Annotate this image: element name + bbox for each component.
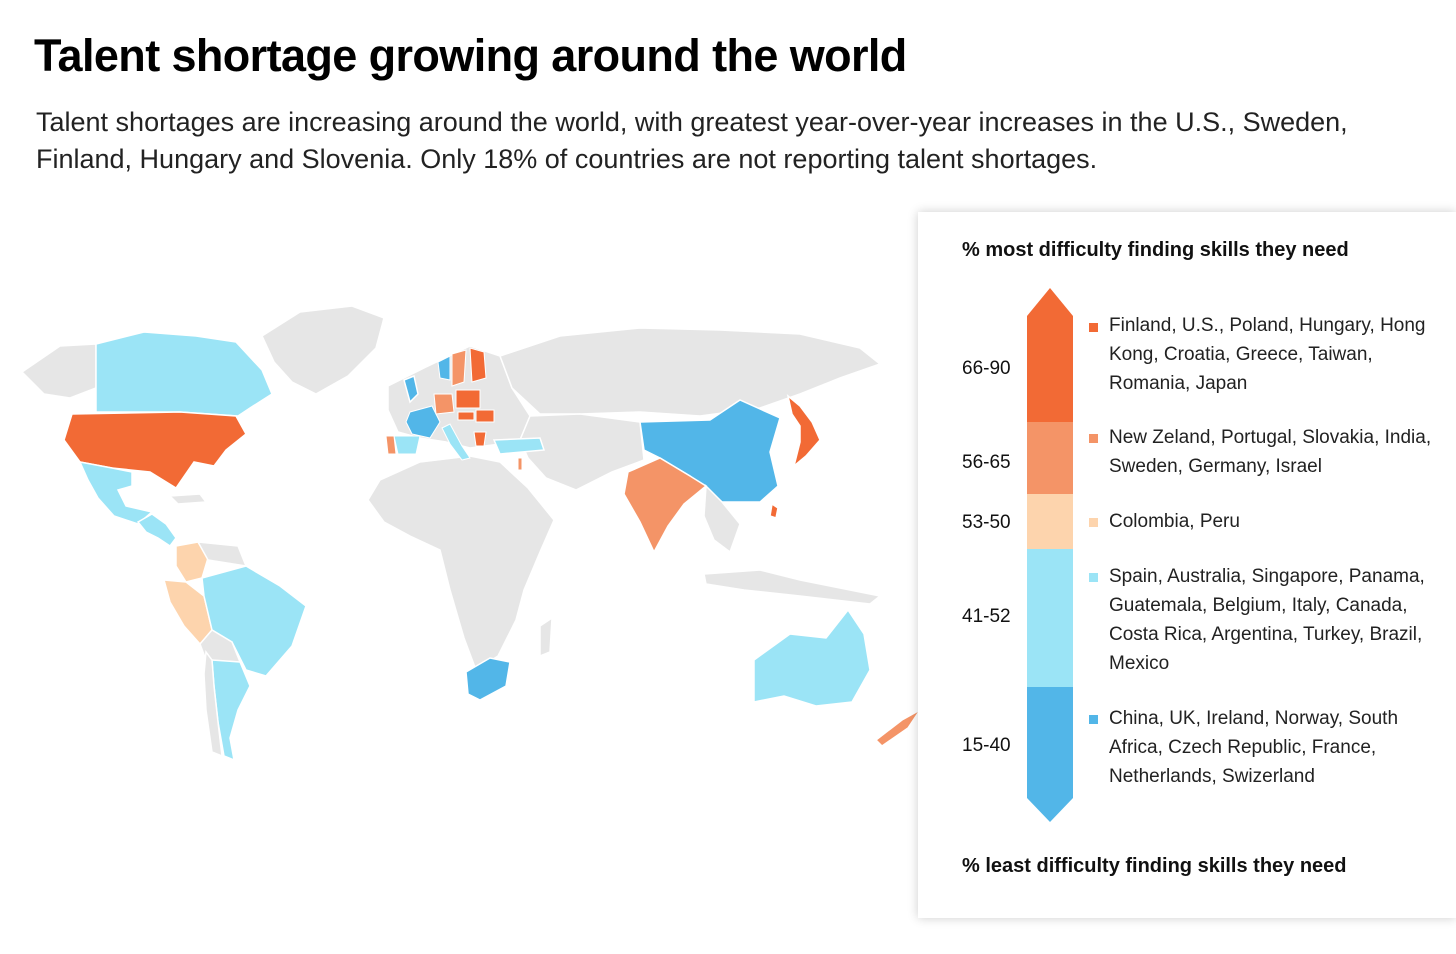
country-greenland <box>261 305 385 395</box>
country-finland <box>469 347 487 383</box>
country-france <box>405 405 441 439</box>
country-new-zealand <box>874 709 921 747</box>
legend-bullet-15-40 <box>1089 715 1098 724</box>
country-spain <box>393 435 421 455</box>
region-indonesia <box>703 569 882 605</box>
legend-segment-15-40 <box>1027 687 1073 822</box>
country-greece <box>473 431 487 447</box>
legend-bullet-66-90 <box>1089 323 1098 332</box>
legend-bottom-label: % least difficulty finding skills they n… <box>962 855 1347 877</box>
legend-segment-53-50 <box>1027 494 1073 549</box>
country-portugal <box>385 435 397 455</box>
country-italy <box>441 423 471 461</box>
region-russia <box>499 327 882 417</box>
country-australia <box>753 608 871 707</box>
legend-range-66-90: 66-90 <box>962 358 1011 379</box>
country-chile <box>203 649 223 758</box>
country-sweden <box>451 349 467 387</box>
country-india <box>623 457 708 554</box>
country-germany <box>433 393 455 415</box>
region-central-america <box>136 513 177 548</box>
world-map <box>20 305 921 762</box>
country-south-africa <box>465 657 511 701</box>
legend-panel: % most difficulty finding skills they ne… <box>918 212 1456 918</box>
country-hungary <box>457 411 475 421</box>
chart-subtitle: Talent shortages are increasing around t… <box>36 107 1348 174</box>
country-israel <box>517 457 523 471</box>
country-alaska <box>20 343 97 399</box>
legend-top-label: % most difficulty finding skills they ne… <box>962 239 1349 261</box>
legend-segment-41-52 <box>1027 549 1073 687</box>
country-madagascar <box>539 616 553 658</box>
country-canada <box>95 331 273 417</box>
region-southeast-asia <box>703 484 741 554</box>
country-japan <box>786 394 821 469</box>
chart-title: Talent shortage growing around the world <box>34 30 907 81</box>
legend-countries-53-50: Colombia, Peru <box>1109 511 1240 532</box>
legend-range-53-50: 53-50 <box>962 512 1011 533</box>
country-romania <box>475 409 495 423</box>
country-mexico <box>78 460 154 525</box>
legend-segment-56-65 <box>1027 422 1073 494</box>
legend-countries-41-52: Spain, Australia, Singapore, Panama, Gua… <box>1109 566 1425 674</box>
legend-range-41-52: 41-52 <box>962 606 1011 627</box>
country-uk <box>403 374 419 404</box>
legend-range-56-65: 56-65 <box>962 452 1011 473</box>
legend-countries-56-65: New Zeland, Portugal, Slovakia, India, S… <box>1109 427 1432 477</box>
region-africa <box>367 455 555 672</box>
legend-bullet-41-52 <box>1089 573 1098 582</box>
country-norway <box>437 355 451 381</box>
region-caribbean <box>168 493 208 505</box>
legend-countries-15-40: China, UK, Ireland, Norway, South Africa… <box>1109 708 1399 787</box>
country-china <box>639 399 781 503</box>
country-taiwan <box>769 502 779 519</box>
legend-segment-66-90 <box>1027 288 1073 422</box>
country-turkey <box>492 437 546 455</box>
legend-bullet-53-50 <box>1089 518 1098 527</box>
legend-color-bar <box>1027 288 1073 822</box>
country-poland <box>455 389 481 409</box>
region-central-asia-middle-east <box>519 413 645 491</box>
legend-countries-66-90: Finland, U.S., Poland, Hungary, Hong Kon… <box>1109 315 1426 394</box>
legend-range-15-40: 15-40 <box>962 735 1011 756</box>
legend-bullet-56-65 <box>1089 434 1098 443</box>
country-brazil <box>201 565 307 677</box>
